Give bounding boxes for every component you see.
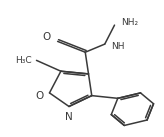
Text: NH₂: NH₂ <box>121 18 138 27</box>
Text: O: O <box>42 32 50 42</box>
Text: H₃C: H₃C <box>15 56 32 65</box>
Text: N: N <box>65 112 73 122</box>
Text: NH: NH <box>111 42 125 51</box>
Text: O: O <box>36 91 44 101</box>
